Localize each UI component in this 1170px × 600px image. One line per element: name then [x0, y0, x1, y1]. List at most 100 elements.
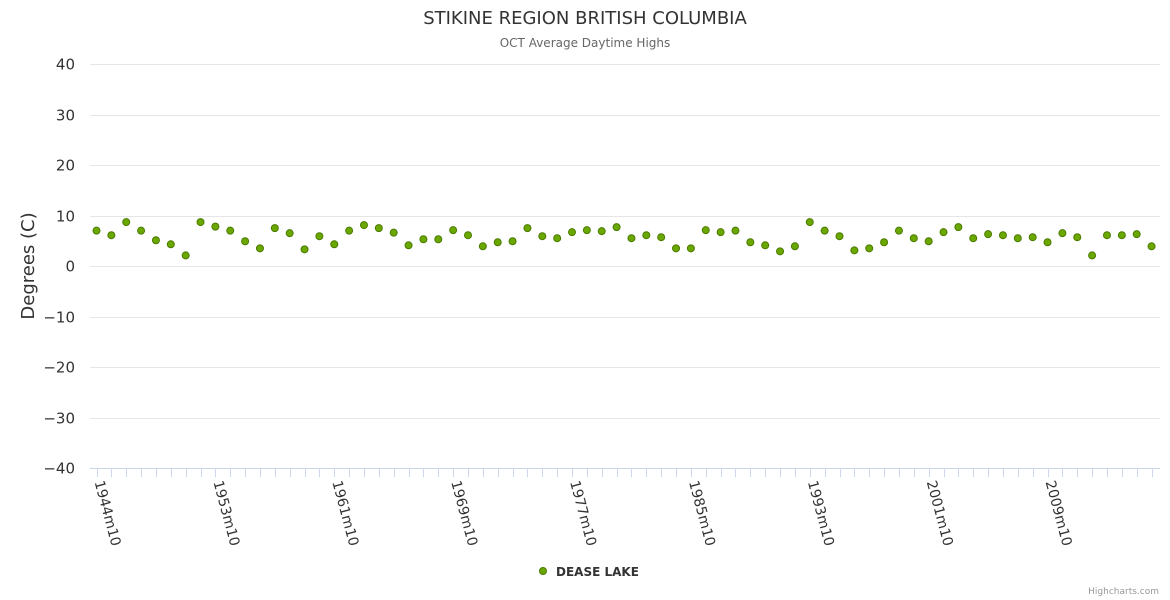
data-point[interactable]: [1073, 233, 1082, 242]
data-point[interactable]: [315, 232, 324, 241]
legend-marker-icon: [539, 567, 547, 575]
data-point[interactable]: [954, 223, 963, 232]
data-point[interactable]: [464, 231, 472, 240]
data-point[interactable]: [835, 232, 844, 241]
data-point[interactable]: [449, 226, 458, 235]
data-point[interactable]: [374, 224, 383, 233]
data-point[interactable]: [612, 223, 621, 232]
data-point[interactable]: [1013, 234, 1022, 243]
data-point[interactable]: [1088, 251, 1097, 260]
data-point[interactable]: [686, 244, 695, 253]
data-point[interactable]: [850, 246, 859, 255]
data-point[interactable]: [1102, 231, 1111, 240]
data-point[interactable]: [419, 235, 428, 244]
data-point[interactable]: [508, 237, 517, 246]
x-axis: 1944m10 1953m10 1961m10 1969m10 1977m10 1985m…: [90, 468, 1160, 548]
data-point[interactable]: [389, 228, 398, 237]
y-tick-label: 0: [65, 258, 75, 276]
data-point[interactable]: [538, 232, 547, 241]
data-point[interactable]: [1028, 233, 1037, 242]
data-point[interactable]: [255, 244, 264, 253]
data-point[interactable]: [553, 234, 562, 243]
chart-title: STIKINE REGION BRITISH COLUMBIA: [423, 8, 747, 29]
data-point[interactable]: [523, 224, 532, 233]
y-tick-label: −20: [43, 359, 75, 377]
x-tick-label: 1993m10: [804, 479, 837, 548]
data-point[interactable]: [404, 241, 413, 250]
data-point[interactable]: [716, 228, 725, 237]
data-point[interactable]: [761, 241, 770, 250]
data-point[interactable]: [597, 227, 606, 236]
y-tick-label: −30: [43, 410, 75, 428]
data-point[interactable]: [92, 226, 101, 235]
data-point[interactable]: [1147, 242, 1156, 251]
data-point[interactable]: [776, 247, 785, 256]
data-point[interactable]: [701, 226, 710, 235]
data-point[interactable]: [226, 226, 235, 235]
data-point[interactable]: [241, 237, 250, 246]
data-point[interactable]: [880, 238, 889, 247]
y-tick-label: 20: [56, 157, 75, 175]
legend-label: DEASE LAKE: [556, 565, 639, 579]
data-point[interactable]: [909, 234, 918, 243]
data-point[interactable]: [924, 237, 933, 246]
data-point[interactable]: [657, 233, 666, 242]
x-tick-label: 1961m10: [328, 479, 361, 548]
data-point[interactable]: [270, 224, 279, 233]
data-point[interactable]: [627, 234, 636, 243]
data-point[interactable]: [894, 226, 903, 235]
x-tick-label: 1953m10: [210, 479, 243, 548]
data-point[interactable]: [865, 244, 874, 253]
data-point[interactable]: [731, 226, 740, 235]
x-tick-label: 1985m10: [685, 479, 718, 548]
data-series-dease-lake[interactable]: [92, 218, 1156, 260]
data-point[interactable]: [345, 226, 354, 235]
data-point[interactable]: [672, 244, 681, 253]
data-point[interactable]: [137, 226, 146, 235]
data-point[interactable]: [285, 229, 294, 238]
data-point[interactable]: [359, 221, 368, 230]
data-point[interactable]: [969, 234, 978, 243]
data-point[interactable]: [107, 231, 116, 240]
data-point[interactable]: [820, 226, 829, 235]
data-point[interactable]: [211, 222, 220, 231]
data-point[interactable]: [568, 228, 577, 237]
data-point[interactable]: [181, 251, 190, 260]
data-point[interactable]: [984, 230, 993, 239]
y-axis-label: Degrees (C): [18, 212, 39, 319]
gridlines: [90, 64, 1160, 469]
x-tick-label: 1944m10: [91, 479, 124, 548]
data-point[interactable]: [790, 242, 799, 251]
credits-link[interactable]: Highcharts.com: [1088, 587, 1159, 597]
y-axis-ticks: 40 30 20 10 0 −10 −20 −30 −40: [43, 56, 75, 478]
y-tick-label: 10: [56, 208, 75, 226]
data-point[interactable]: [493, 238, 502, 247]
data-point[interactable]: [434, 235, 443, 244]
x-tick-label: 1977m10: [566, 479, 599, 548]
data-point[interactable]: [805, 218, 814, 227]
data-point[interactable]: [1117, 231, 1126, 240]
x-tick-label: 1969m10: [447, 479, 480, 548]
legend-item-dease-lake[interactable]: DEASE LAKE: [539, 565, 639, 579]
y-tick-label: 40: [56, 56, 75, 74]
data-point[interactable]: [166, 240, 175, 249]
data-point[interactable]: [939, 228, 948, 237]
data-point[interactable]: [478, 242, 487, 251]
data-point[interactable]: [1132, 230, 1141, 239]
data-point[interactable]: [582, 226, 591, 235]
x-tick-label: 2001m10: [923, 479, 956, 548]
data-point[interactable]: [746, 238, 755, 247]
data-point[interactable]: [196, 218, 205, 227]
data-point[interactable]: [642, 231, 651, 240]
data-point[interactable]: [1058, 229, 1067, 238]
data-point[interactable]: [151, 236, 160, 245]
data-point[interactable]: [300, 245, 309, 254]
y-tick-label: −10: [43, 309, 75, 327]
y-tick-label: −40: [43, 460, 75, 478]
x-tick-label: 2009m10: [1042, 479, 1075, 548]
data-point[interactable]: [998, 231, 1007, 240]
data-point[interactable]: [330, 240, 339, 249]
data-point[interactable]: [1043, 238, 1052, 247]
data-point[interactable]: [122, 218, 131, 227]
